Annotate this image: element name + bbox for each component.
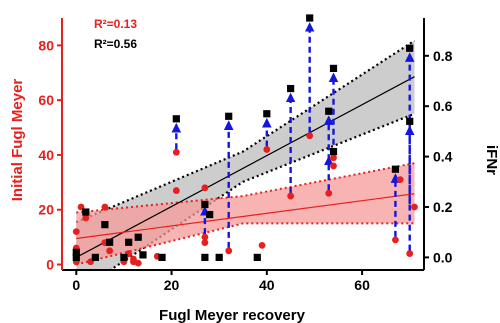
ifnr-point [172,115,180,123]
left-y-tick-label: 40 [38,147,54,163]
right-y-tick-label: 0.2 [433,199,453,215]
x-tick-label: 60 [354,277,370,293]
initial_fm-point [201,184,209,192]
right-y-tick-label: 0.6 [433,98,453,114]
ifnr-point [106,238,114,246]
initial_fm-point [406,250,414,257]
ifnr-point [134,233,142,241]
initial_fm-point [325,189,333,197]
ifnr-point [253,253,261,261]
ifnr-ci-upper-line [75,39,416,224]
right-y-tick-label: 0.8 [433,48,453,64]
ifnr-point [215,253,223,261]
ifnr-point [72,248,80,256]
initial-fm-ci-upper-line [76,162,415,214]
ifnr-point [329,147,338,156]
ifnr-point [201,200,209,209]
right-y-tick-label: 0.4 [433,149,453,165]
initial_fm-point [306,132,314,140]
ifnr-point [201,253,209,261]
right-y-axis-label: iFNr [483,145,500,175]
ifnr-point [82,208,90,216]
initial-fm-ci-lower-line [76,222,415,266]
regression-lines [76,76,415,258]
x-tick-label: 20 [164,277,180,293]
x-axis-label: Fugl Meyer recovery [159,307,306,323]
ifnr-point [101,221,109,229]
initial_fm-point [134,259,142,267]
right-y-tick-label: 0.0 [433,249,453,265]
initial_fm-point [201,239,209,247]
initial_fm-point [396,176,404,184]
ifnr-point [306,14,314,22]
initial_fm-point [263,146,271,153]
ifnr-point [91,253,99,261]
left-y-tick-label: 80 [38,37,54,53]
initial_fm-point [330,162,337,170]
ifnr-point [287,84,295,93]
initial_fm-point [411,203,418,211]
initial_fm-point [258,241,266,249]
ifnr-point [139,251,147,259]
ifnr-ci-lower-line [108,112,415,270]
ifnr-point [125,238,133,246]
initial_fm-point [172,187,180,194]
r2-initial-annotation: R²=0.13 [94,17,137,31]
left-y-tick-label: 0 [46,257,54,273]
ifnr-point [120,253,128,261]
ifnr-point [391,165,400,173]
initial_fm-point [101,203,109,211]
initial-fm-regression-line [76,193,415,240]
ifnr-point [158,253,166,261]
ifnr-point [406,117,414,125]
ifnr-point [72,253,80,261]
initial_fm-point [225,247,233,255]
initial_fm-point [72,228,80,236]
ifnr-regression-line [76,76,415,258]
ifnr-point [206,210,214,219]
x-tick-label: 40 [259,277,275,293]
initial_fm-point [82,214,90,222]
ifnr-point [263,110,271,118]
ifnr-point [329,64,338,72]
ifnr-point [225,112,233,120]
x-tick-label: 0 [72,277,80,293]
initial_fm-point [172,148,180,156]
left-y-tick-label: 60 [38,92,54,108]
r2-ifnr-annotation: R²=0.56 [94,37,137,51]
ifnr-point [325,107,333,115]
axes [61,18,425,271]
data-points [72,14,418,267]
left-y-tick-label: 20 [38,202,54,218]
ifnr-point [406,44,414,52]
initial_fm-point [392,236,399,244]
left-y-axis-label: Initial Fugl Meyer [9,79,26,202]
initial_fm-point [330,154,337,162]
initial_fm-point [106,247,114,255]
change-arrows [171,22,415,251]
initial_fm-point [201,233,209,241]
initial_fm-point [287,192,295,200]
ticks: 0 20 40 60 0 20 40 60 80 0.0 0.2 0.4 0.6 0.8 [38,37,452,293]
